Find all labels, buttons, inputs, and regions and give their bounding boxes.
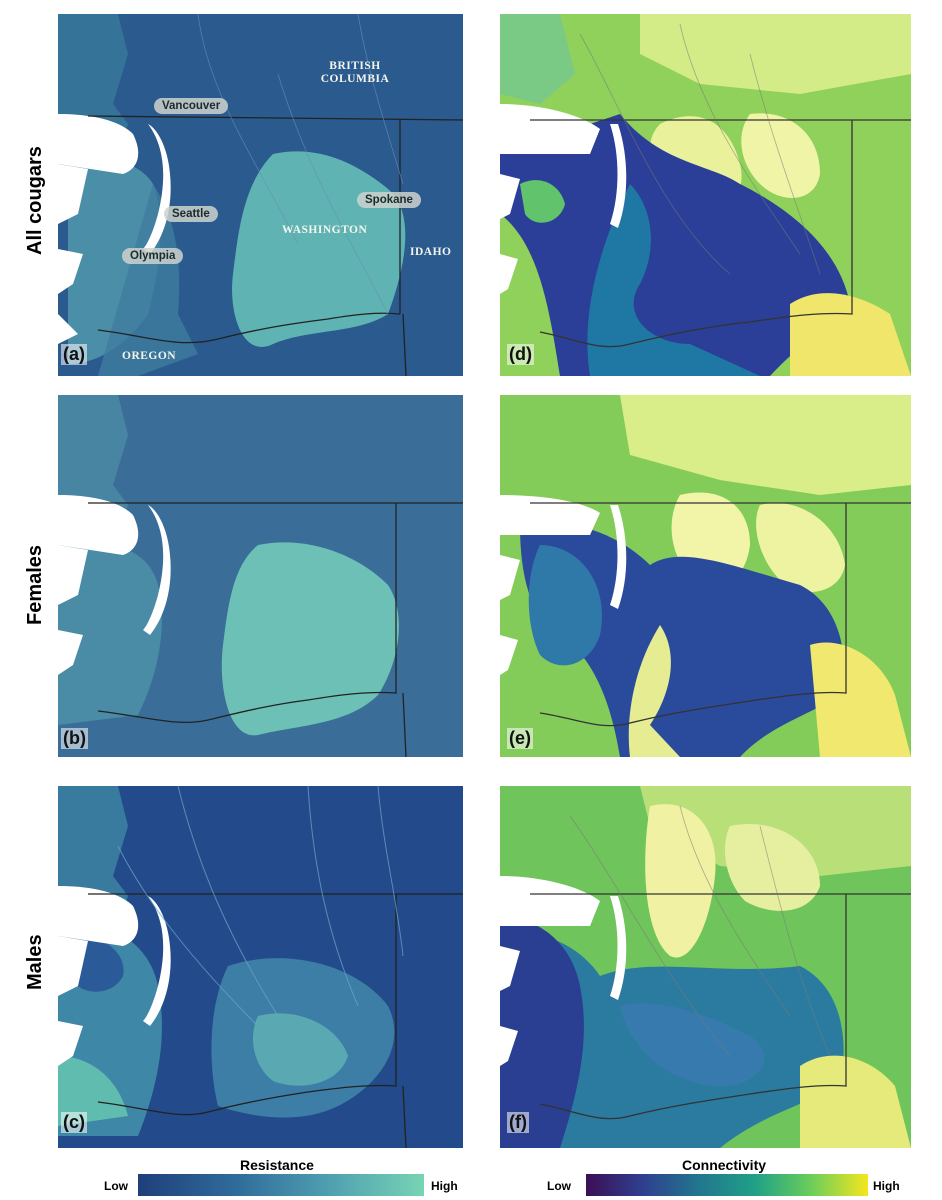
map-panel-d-connectivity-all (500, 14, 911, 376)
row-label-males: Males (24, 934, 46, 990)
panel-label-e: (e) (507, 728, 533, 749)
map-panel-e-connectivity-females (500, 395, 911, 757)
legend-connectivity-low: Low (547, 1179, 571, 1193)
map-c-svg (58, 786, 463, 1148)
legend-connectivity-colorbar (586, 1174, 868, 1196)
map-e-svg (500, 395, 911, 757)
map-f-svg (500, 786, 911, 1148)
place-label-washington: WASHINGTON (282, 224, 368, 236)
map-b-svg (58, 395, 463, 757)
place-label-idaho: IDAHO (410, 246, 452, 258)
panel-label-a: (a) (61, 344, 87, 365)
city-label-spokane: Spokane (357, 192, 421, 208)
legend-connectivity-title: Connectivity (682, 1157, 767, 1173)
legend-resistance-colorbar (138, 1174, 424, 1196)
legend-resistance-low: Low (104, 1179, 128, 1193)
panel-label-d: (d) (507, 344, 534, 365)
city-label-vancouver: Vancouver (154, 98, 229, 114)
place-label-oregon: OREGON (122, 350, 177, 362)
panel-label-f: (f) (507, 1112, 529, 1133)
panel-label-c: (c) (61, 1112, 87, 1133)
map-panel-f-connectivity-males (500, 786, 911, 1148)
legend-connectivity-high: High (873, 1179, 900, 1193)
legend-resistance-high: High (431, 1179, 458, 1193)
place-label-british-columbia: BRITISH COLUMBIA (320, 60, 390, 85)
map-d-svg (500, 14, 911, 376)
map-panel-b-resistance-females (58, 395, 463, 757)
row-label-all-cougars: All cougars (24, 146, 46, 255)
city-label-seattle: Seattle (164, 206, 218, 222)
city-label-olympia: Olympia (122, 248, 184, 264)
legend-resistance-title: Resistance (240, 1157, 314, 1173)
panel-label-b: (b) (61, 728, 88, 749)
map-panel-c-resistance-males (58, 786, 463, 1148)
row-label-females: Females (24, 544, 46, 625)
